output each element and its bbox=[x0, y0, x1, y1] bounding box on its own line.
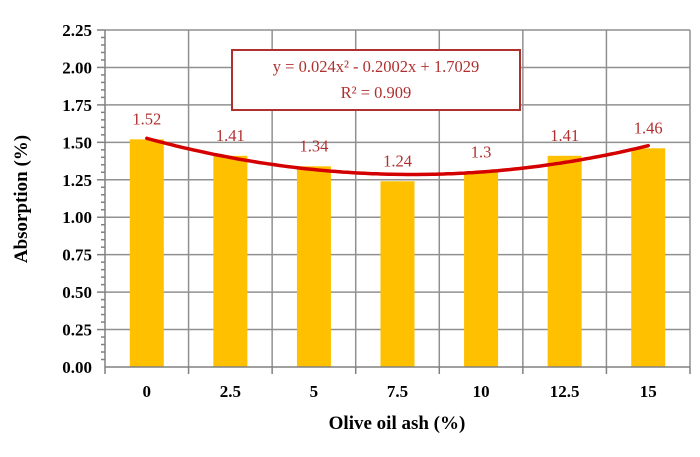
trendline-equation: y = 0.024x² - 0.2002x + 1.7029 bbox=[272, 57, 480, 77]
x-tick-label: 0 bbox=[143, 382, 152, 401]
bar bbox=[296, 166, 331, 367]
bar-data-label: 1.52 bbox=[132, 109, 161, 128]
bar bbox=[380, 181, 415, 367]
bar-data-label: 1.41 bbox=[550, 126, 579, 145]
x-tick-label: 12.5 bbox=[550, 382, 580, 401]
y-tick-label: 0.50 bbox=[62, 283, 92, 302]
trendline bbox=[145, 136, 650, 177]
bar-data-label: 1.24 bbox=[383, 151, 412, 170]
bar-data-label: 1.3 bbox=[471, 142, 492, 161]
trendline-r-squared: R² = 0.909 bbox=[340, 83, 412, 102]
bar bbox=[129, 139, 164, 367]
y-tick-label: 0.00 bbox=[62, 358, 92, 377]
bar bbox=[464, 172, 499, 367]
bar bbox=[547, 155, 582, 367]
x-tick-label: 10 bbox=[473, 382, 490, 401]
y-tick-label: 1.50 bbox=[62, 133, 92, 152]
y-axis-title: Absorption (%) bbox=[11, 134, 32, 264]
bar bbox=[631, 148, 666, 367]
x-tick-label: 5 bbox=[310, 382, 319, 401]
x-axis-title: Olive oil ash (%) bbox=[328, 413, 466, 434]
y-tick-label: 0.25 bbox=[62, 321, 92, 340]
y-tick-label: 2.00 bbox=[62, 58, 92, 77]
y-tick-label: 0.75 bbox=[62, 246, 92, 265]
x-tick-label: 7.5 bbox=[387, 382, 408, 401]
y-tick-label: 1.00 bbox=[62, 208, 92, 227]
bar-data-label: 1.41 bbox=[216, 126, 245, 145]
bar-data-label: 1.34 bbox=[299, 136, 328, 155]
x-tick-label: 15 bbox=[640, 382, 657, 401]
bar bbox=[213, 155, 248, 367]
trendline-equation-box: y = 0.024x² - 0.2002x + 1.7029 R² = 0.90… bbox=[231, 49, 521, 111]
y-tick-label: 2.25 bbox=[62, 21, 92, 40]
y-tick-label: 1.75 bbox=[62, 96, 92, 115]
x-tick-label: 2.5 bbox=[220, 382, 241, 401]
y-tick-label: 1.25 bbox=[62, 171, 92, 190]
bar-data-label: 1.46 bbox=[634, 118, 663, 137]
